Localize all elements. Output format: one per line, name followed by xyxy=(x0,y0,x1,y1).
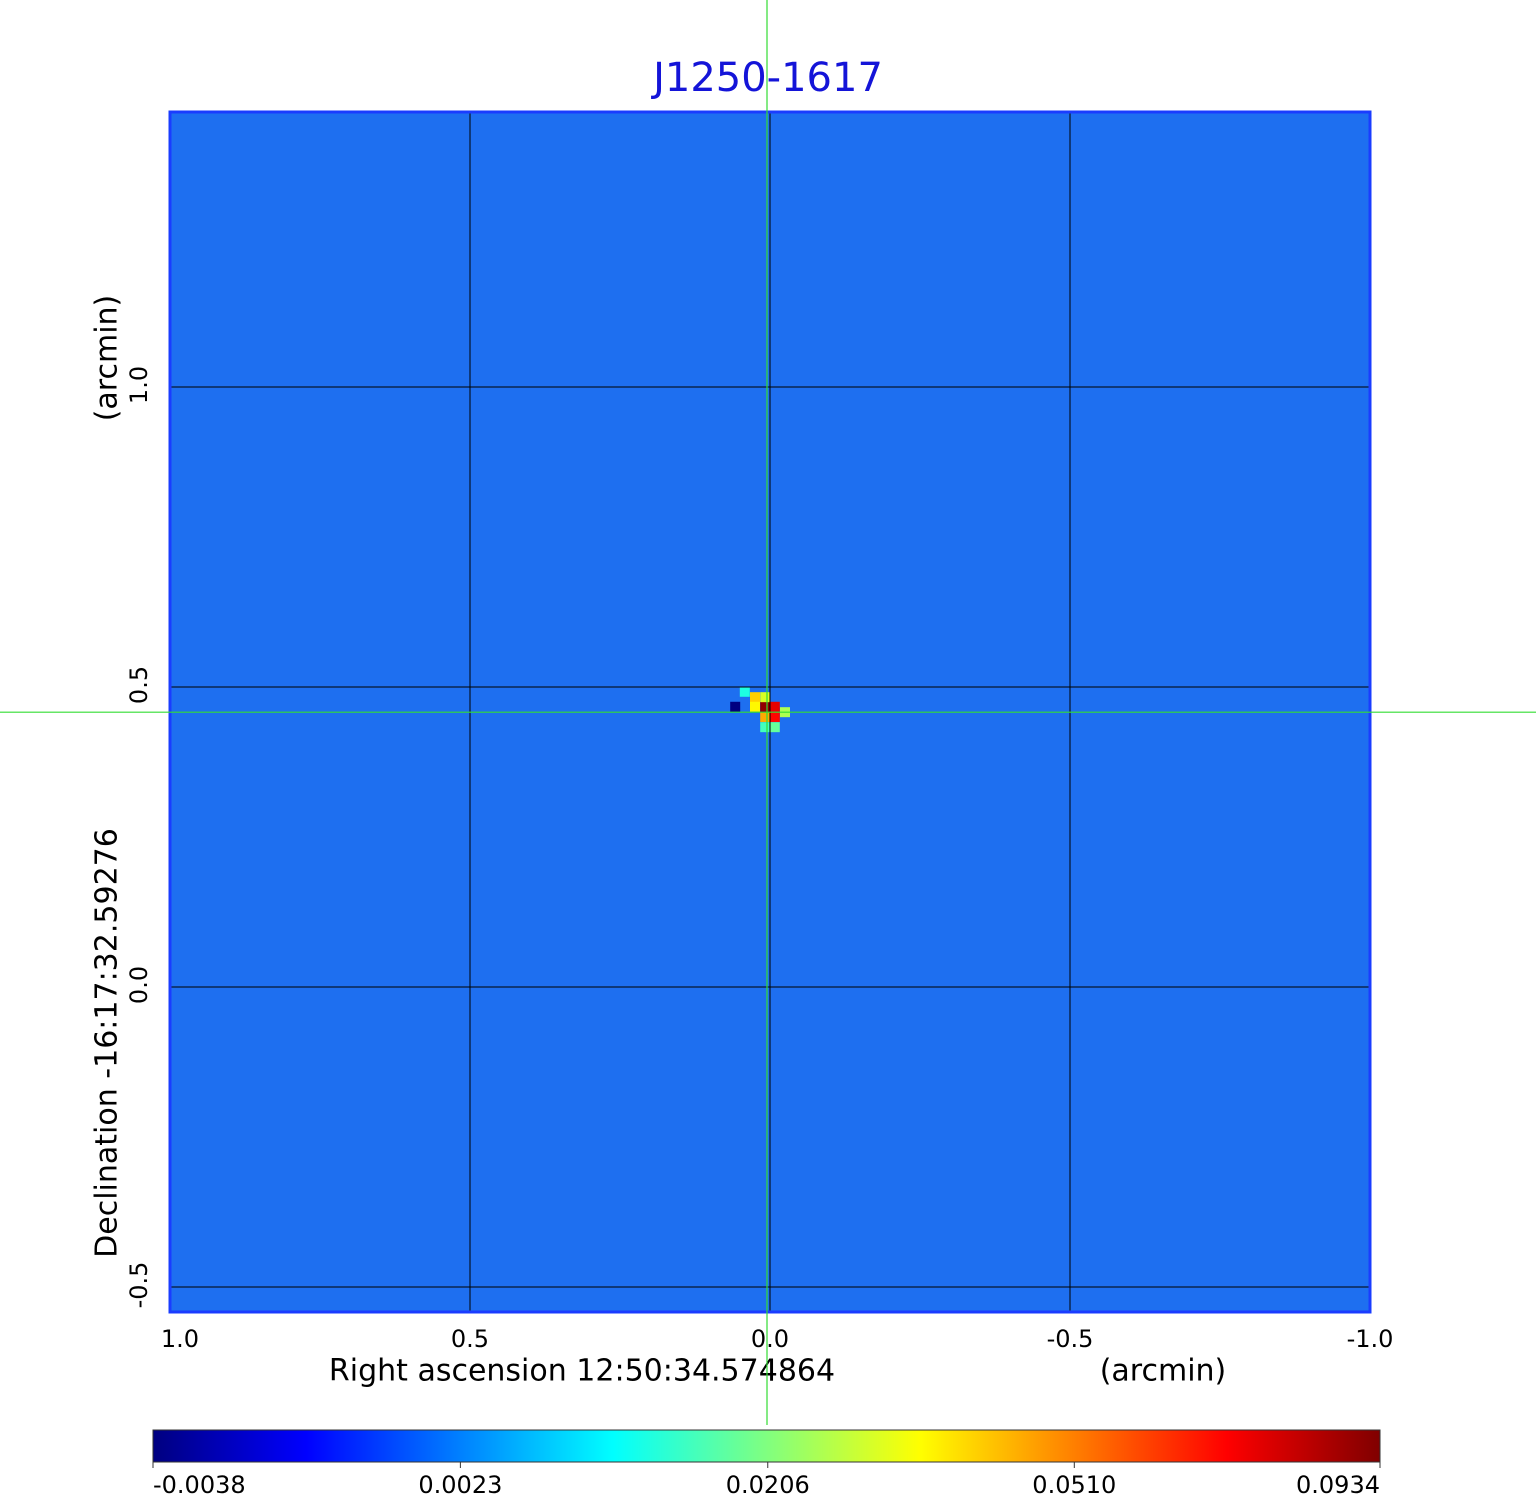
x-tick-label: 0.0 xyxy=(751,1325,789,1353)
colorbar-tick-label: -0.0038 xyxy=(153,1471,246,1499)
image-pixel xyxy=(769,701,780,712)
x-tick-label: 1.0 xyxy=(161,1325,199,1353)
y-tick-label: -0.5 xyxy=(125,1262,153,1309)
image-pixel xyxy=(750,701,760,712)
x-tick-label: 0.5 xyxy=(451,1325,489,1353)
x-axis-unit: (arcmin) xyxy=(1100,1354,1227,1389)
image-pixel xyxy=(750,692,760,703)
image-pixel xyxy=(769,722,780,733)
image-pixel xyxy=(760,701,771,712)
colorbar-tick-label: 0.0023 xyxy=(418,1471,502,1499)
colorbar-tick-label: 0.0206 xyxy=(726,1471,810,1499)
colorbar-tick-label: 0.0934 xyxy=(1296,1471,1380,1499)
image-pixel xyxy=(730,701,741,712)
image-pixel xyxy=(760,711,771,722)
image-pixel xyxy=(760,722,771,733)
y-tick-label: 0.5 xyxy=(125,666,153,704)
colorbar xyxy=(152,1429,1381,1463)
y-axis-label: Declination -16:17:32.59276 xyxy=(90,828,125,1258)
x-tick-label: -0.5 xyxy=(1047,1325,1094,1353)
image-pixel xyxy=(769,711,780,722)
y-tick-label: 1.0 xyxy=(125,366,153,404)
x-tick-label: -1.0 xyxy=(1347,1325,1394,1353)
image-pixel xyxy=(739,686,750,697)
y-axis-unit: (arcmin) xyxy=(90,295,125,422)
x-axis-label: Right ascension 12:50:34.574864 xyxy=(329,1354,835,1389)
image-pixel xyxy=(760,692,771,703)
y-tick-label: 0.0 xyxy=(125,966,153,1004)
colorbar-tick-label: 0.0510 xyxy=(1032,1471,1116,1499)
